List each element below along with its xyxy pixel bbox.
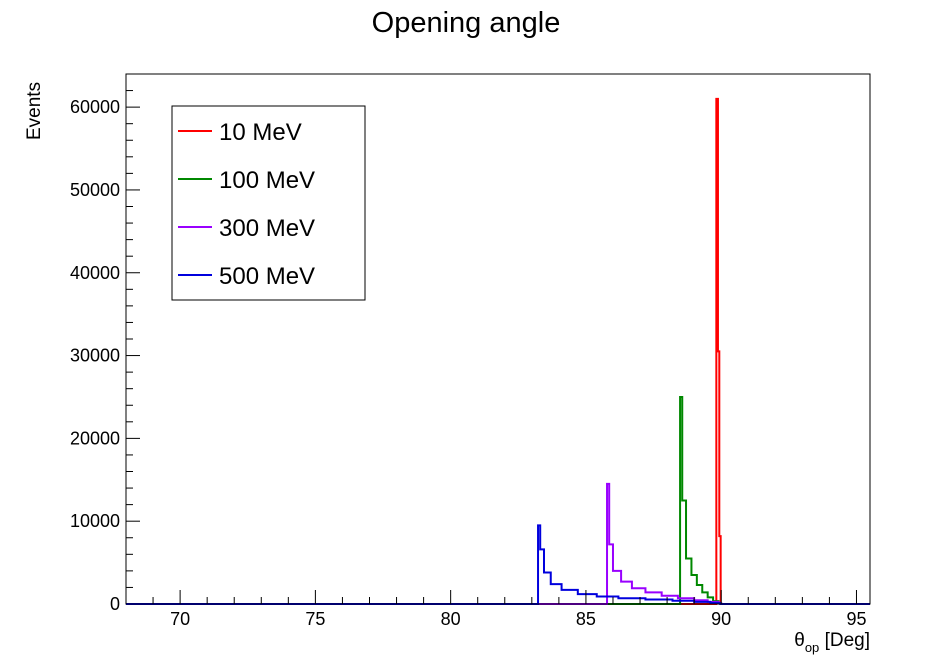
x-tick-label: 70	[170, 609, 190, 629]
x-axis-title-subscript: op	[805, 640, 819, 655]
y-tick-label: 60000	[70, 97, 120, 117]
x-axis: 70 75 80 85 90 95	[125, 590, 866, 629]
y-tick-label: 0	[110, 594, 120, 614]
x-tick-label: 90	[711, 609, 731, 629]
y-axis: 0 10000 20000 30000 40000 50000 60000	[70, 73, 140, 614]
series-line-300-mev	[126, 482, 870, 605]
x-axis-title-symbol: θ	[794, 630, 805, 651]
x-tick-label: 80	[441, 609, 461, 629]
x-tick-label: 85	[576, 609, 596, 629]
y-tick-label: 20000	[70, 428, 120, 448]
legend-box	[171, 105, 366, 301]
legend-label: 10 MeV	[219, 119, 302, 146]
chart-title: Opening angle	[372, 7, 561, 39]
legend-label: 300 MeV	[219, 215, 315, 242]
x-tick-label: 75	[305, 609, 325, 629]
y-tick-label: 10000	[70, 511, 120, 531]
legend-label: 500 MeV	[219, 263, 315, 290]
series-line-500-mev	[126, 524, 870, 605]
legend: 10 MeV 100 MeV 300 MeV 500 MeV	[171, 105, 366, 301]
y-tick-label: 40000	[70, 263, 120, 283]
x-tick-label: 95	[846, 609, 866, 629]
x-axis-title: θop [Deg]	[794, 630, 870, 655]
y-tick-label: 30000	[70, 346, 120, 366]
series-line-100-mev	[126, 395, 870, 605]
y-tick-label: 50000	[70, 180, 120, 200]
y-axis-title: Events	[24, 82, 45, 140]
legend-label: 100 MeV	[219, 167, 315, 194]
x-axis-title-unit: [Deg]	[819, 630, 870, 651]
